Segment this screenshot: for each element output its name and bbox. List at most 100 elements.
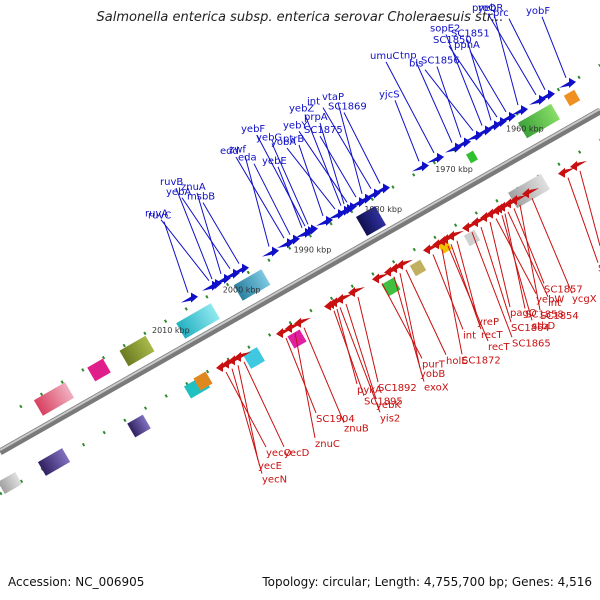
reverse-gene-arrow-yebu (570, 160, 587, 171)
reverse-gene-label-sc1865: SC1865 (512, 338, 551, 349)
forward-gene-leader (541, 16, 567, 79)
forward-gene-arrow-yobf (559, 77, 576, 88)
reverse-gene-leader (405, 269, 447, 355)
scale-tick-label: 1960 kbp (506, 125, 544, 134)
forward-gene-label-sc1869: SC1869 (328, 102, 367, 113)
reverse-gene-label-rect: recT (488, 342, 511, 353)
forward-gene-arrow-yjcs (412, 161, 429, 172)
forward-gene-label-ruvc: ruvC (148, 211, 171, 222)
forward-gene-arrow-tnp (445, 142, 462, 153)
reverse-gene-leader (357, 296, 379, 383)
forward-gene-track: yobFprcproQyebRpphASC1850SC1851sopE2blsS… (145, 3, 576, 303)
reverse-gene-arrow-ycgx (522, 188, 539, 199)
forward-gene-label-int: int (307, 97, 320, 108)
forward-gene-label-ruvb: ruvB (160, 177, 183, 188)
reverse-gene-label-hole: holE (446, 356, 468, 367)
reverse-gene-label-pyka: pykA (357, 385, 382, 396)
reverse-gene-arrow-sc1848 (558, 167, 575, 178)
reverse-gene-leader (243, 361, 285, 448)
forward-gene-leader (298, 144, 324, 217)
reverse-gene-leader (225, 371, 267, 448)
forward-gene-arrow-ruvc (181, 292, 198, 303)
forward-gene-leader (469, 50, 507, 113)
feature-blocks (0, 89, 581, 495)
forward-gene-arrow-umuc (427, 152, 444, 163)
forward-gene-label-tnp: tnp (400, 51, 417, 62)
forward-gene-leader (298, 131, 348, 203)
reverse-gene-leader (303, 327, 345, 423)
reverse-gene-arrow-hole (396, 259, 413, 270)
reverse-gene-label-yrep: yreP (477, 317, 499, 328)
reverse-gene-arrow-yebw (486, 208, 503, 219)
tick-track-outer-forward (19, 63, 600, 409)
reverse-gene-arrow-yebk (336, 293, 353, 304)
reverse-gene-arrow-exox (384, 266, 401, 277)
forward-gene-leader (424, 69, 474, 131)
reverse-gene-leader (447, 245, 489, 342)
reverse-gene-arrow-sc1857 (504, 198, 521, 209)
genome-backbone-highlight (0, 108, 600, 451)
forward-gene-leader (487, 13, 537, 96)
forward-gene-leader (277, 166, 303, 229)
forward-gene-leader (385, 61, 435, 154)
forward-gene-arrow-edd (277, 238, 294, 249)
reverse-gene-arrow-int (423, 244, 440, 255)
forward-gene-arrow-ruva (202, 280, 219, 291)
reverse-gene-label-sc1904: SC1904 (316, 414, 355, 425)
forward-gene-label-ppha: pphA (454, 40, 480, 51)
forward-gene-leader (256, 134, 306, 227)
reverse-gene-label-yis2: yis2 (380, 413, 400, 424)
genome-title: Salmonella enterica subsp. enterica sero… (96, 10, 504, 25)
forward-gene-leader (163, 221, 189, 293)
forward-gene-label-edd: edd (220, 146, 239, 157)
forward-gene-label-sc1850: SC1850 (433, 35, 472, 46)
forward-gene-label-prpa: prpA (304, 112, 328, 123)
reverse-gene-label-yecd: yecD (284, 448, 310, 459)
reverse-gene-leader (339, 307, 381, 413)
reverse-gene-label-sc1854: SC1854 (540, 311, 579, 322)
forward-gene-leader (508, 18, 546, 90)
reverse-gene-arrow-sc1872 (432, 239, 449, 250)
reverse-gene-label-sc1872: SC1872 (462, 355, 501, 366)
reverse-gene-label-znuc: znuC (315, 439, 340, 450)
forward-gene-leader (448, 45, 498, 118)
forward-gene-leader (415, 61, 453, 143)
reverse-gene-leader (456, 240, 478, 316)
forward-gene-label-bls: bls (409, 59, 423, 70)
forward-gene-label-ruva: ruvA (145, 209, 168, 220)
forward-gene-leader (337, 102, 363, 194)
reverse-gene-leader (480, 226, 512, 323)
reverse-gene-label-sc1848: SC1848 (598, 264, 600, 275)
forward-gene-leader (175, 187, 213, 280)
reverse-gene-arrow-znuc (285, 322, 302, 333)
genome-backbone (0, 107, 600, 456)
forward-gene-arrow-proq (529, 94, 546, 105)
forward-gene-leader (304, 114, 342, 206)
forward-gene-leader (466, 39, 492, 121)
reverse-gene-leader (333, 310, 365, 396)
forward-gene-label-sc1875: SC1875 (304, 125, 343, 136)
reverse-gene-leader (450, 244, 482, 330)
forward-gene-leader (445, 34, 483, 126)
reverse-gene-label-int: int (548, 298, 561, 309)
reverse-gene-label-yeco: yecO (266, 448, 292, 459)
reverse-gene-label-sc1892: SC1892 (378, 383, 417, 394)
reverse-gene-leader (531, 197, 573, 294)
reverse-gene-arrow-rect (438, 235, 455, 246)
forward-gene-label-yeby: yebY (283, 120, 308, 131)
reverse-gene-label-yebk: yebK (376, 400, 401, 411)
reverse-gene-label-yobb: yobB (420, 369, 445, 380)
reverse-gene-label-pago: pagO (510, 308, 537, 319)
reverse-gene-arrow-pago (480, 212, 497, 223)
reverse-gene-label-yebw: yebW (536, 295, 564, 306)
reverse-gene-arrow-sc1892 (348, 287, 365, 298)
reverse-gene-leader (471, 232, 513, 338)
scale-tick-label: 1990 kbp (294, 245, 332, 254)
genome-summary: Topology: circular; Length: 4,755,700 bp… (262, 575, 592, 589)
reverse-gene-leader (393, 276, 425, 382)
reverse-gene-label-yecn: yecN (262, 475, 287, 486)
reverse-gene-label-sc1857: SC1857 (544, 284, 583, 295)
reverse-gene-label-stbd: stbD (532, 321, 555, 332)
